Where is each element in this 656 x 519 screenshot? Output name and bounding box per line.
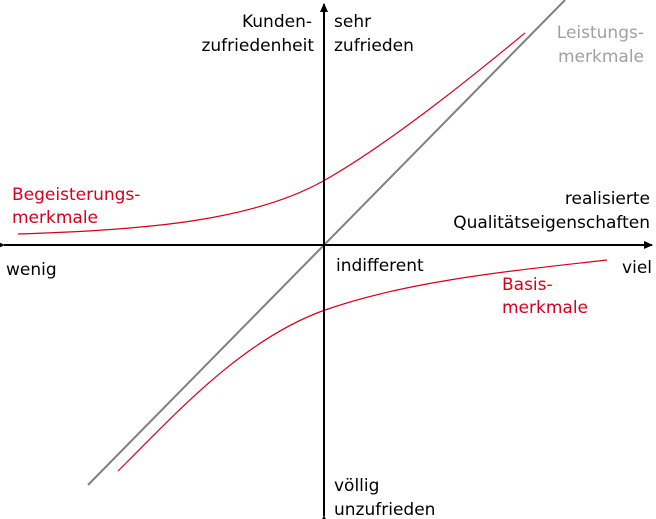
x-axis-title-line2: Qualitätseigenschaften	[453, 213, 650, 233]
performance-features-label-line1: Leistungs-	[557, 23, 644, 43]
performance-features-line	[87, 0, 566, 486]
x-axis-title-line1: realisierte	[565, 189, 650, 209]
y-axis-title-line2: zufriedenheit	[201, 36, 314, 56]
origin-label: indifferent	[336, 256, 424, 276]
y-axis-top-label-line1: sehr	[334, 12, 371, 32]
performance-features-label-line2: merkmale	[558, 47, 644, 67]
excitement-features-label-line2: merkmale	[12, 208, 98, 228]
y-axis-title-line1: Kunden-	[242, 12, 312, 32]
y-axis-bottom-label-line1: völlig	[334, 476, 379, 496]
excitement-features-label-line1: Begeisterungs-	[12, 185, 140, 205]
x-axis-right-label: viel	[622, 258, 652, 278]
x-axis-left-label: wenig	[6, 260, 57, 280]
y-axis-top-label-line2: zufrieden	[334, 36, 414, 56]
basic-features-label-line2: merkmale	[502, 298, 588, 318]
basic-features-label-line1: Basis-	[502, 275, 553, 295]
y-axis-bottom-label-line2: unzufrieden	[334, 500, 435, 519]
